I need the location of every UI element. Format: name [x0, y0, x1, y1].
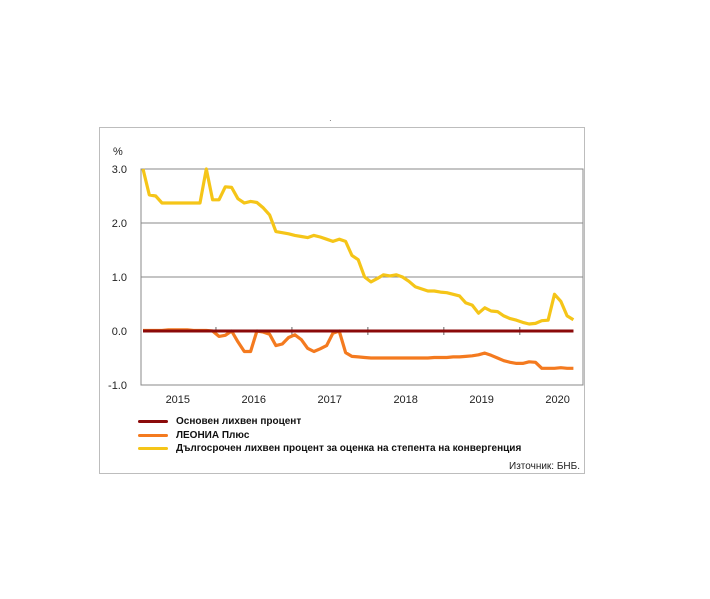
legend-label: Основен лихвен процент	[176, 416, 302, 427]
x-tick-label: 2017	[317, 394, 341, 406]
y-tick-label: 3.0	[112, 164, 127, 176]
y-tick-label: -1.0	[108, 380, 127, 392]
source-note: Източник: БНБ.	[509, 461, 580, 472]
y-tick-label: 1.0	[112, 272, 127, 284]
legend-swatch	[138, 420, 168, 423]
y-tick-label: 0.0	[112, 326, 127, 338]
chart-frame	[99, 127, 585, 474]
x-tick-label: 2020	[545, 394, 569, 406]
top-mark: ·	[329, 116, 332, 125]
legend-label: ЛЕОНИА Плюс	[176, 430, 250, 441]
x-tick-label: 2019	[469, 394, 493, 406]
series-line	[143, 328, 574, 370]
x-tick-label: 2015	[166, 394, 190, 406]
y-axis-label: %	[113, 146, 123, 158]
legend-label: Дългосрочен лихвен процент за оценка на …	[176, 443, 522, 454]
legend-item-base-rate: Основен лихвен процент	[138, 416, 301, 427]
x-tick-label: 2018	[393, 394, 417, 406]
series-line	[141, 167, 575, 326]
legend-item-leonia: ЛЕОНИА Плюс	[138, 430, 249, 441]
legend-swatch	[138, 434, 168, 437]
x-tick-label: 2016	[242, 394, 266, 406]
legend-swatch	[138, 447, 168, 450]
y-tick-label: 2.0	[112, 218, 127, 230]
legend-item-long-term-rate: Дългосрочен лихвен процент за оценка на …	[138, 443, 521, 454]
